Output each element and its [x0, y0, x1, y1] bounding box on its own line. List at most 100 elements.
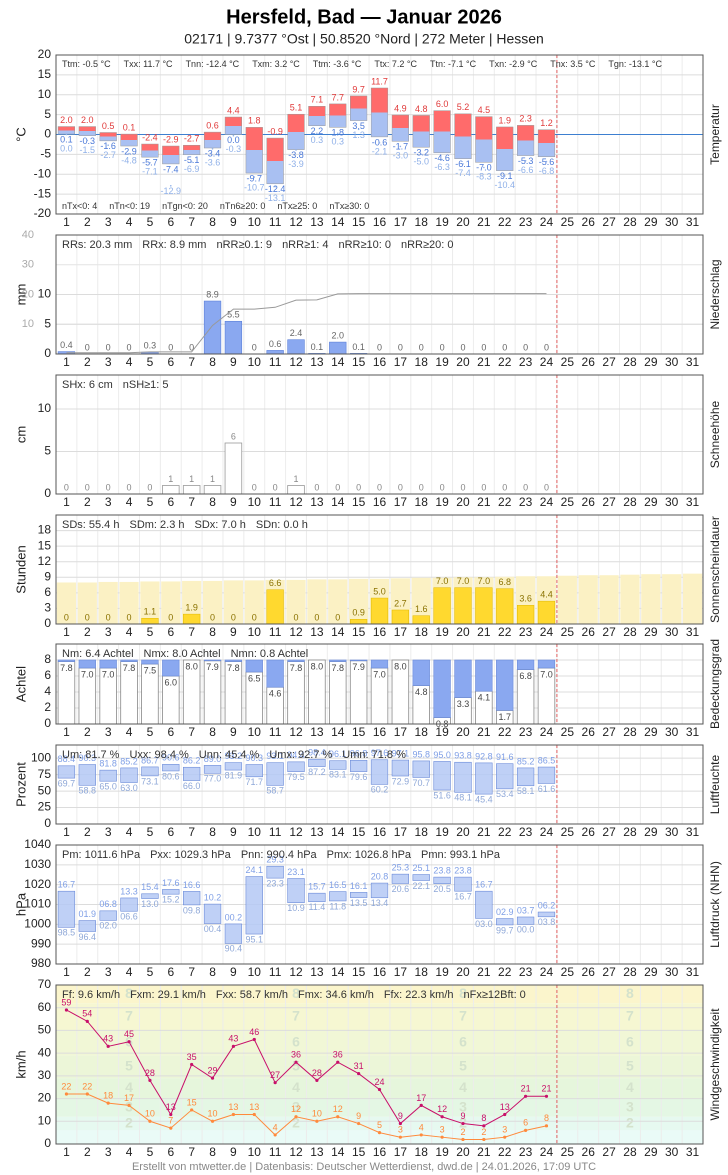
clear-sky-bar — [329, 659, 347, 662]
band-label: 4 — [292, 1079, 300, 1095]
x-tick-label: 16 — [373, 1145, 387, 1159]
x-tick-label: 12 — [289, 1145, 303, 1159]
y-tick-label: 4 — [44, 684, 51, 698]
wind-label: 15 — [187, 1097, 197, 1107]
x-tick-label: 8 — [209, 825, 216, 839]
max-label: 86.2 — [183, 756, 201, 766]
x-tick-label: 15 — [352, 1145, 366, 1159]
x-tick-label: 23 — [519, 215, 533, 229]
wind-label: 31 — [354, 1061, 364, 1071]
max-label: 16.7 — [475, 880, 493, 890]
possible-sunshine — [244, 580, 264, 624]
x-tick-label: 26 — [582, 965, 596, 979]
x-tick-label: 10 — [248, 495, 262, 509]
range-box — [370, 759, 389, 785]
max-label: 0.5 — [102, 121, 115, 131]
x-tick-label: 10 — [248, 825, 262, 839]
temperature-bar — [203, 131, 222, 149]
precip-label: 0.3 — [144, 341, 157, 351]
sunshine-label: 6.6 — [269, 578, 282, 588]
band-label: 2 — [125, 1114, 133, 1130]
x-tick-label: 30 — [665, 495, 679, 509]
ground-min-point — [295, 149, 297, 151]
wind-label: 27 — [270, 1070, 280, 1080]
cloud-label: 7.0 — [81, 669, 94, 679]
min-label: 13.5 — [350, 898, 368, 908]
band-label: 4 — [626, 1079, 634, 1095]
stat: nTx≥25: 0 — [277, 201, 317, 211]
cloud-label: 7.8 — [332, 663, 345, 673]
cloud-label: 6.8 — [519, 671, 532, 681]
precip-label: 0 — [398, 342, 403, 352]
min-label: 90.4 — [225, 944, 243, 954]
clear-sky-bar — [475, 659, 493, 692]
y-tick-label: 5 — [44, 444, 51, 458]
max-label: 2.0 — [81, 115, 94, 125]
cloud-label: 7.8 — [290, 663, 303, 673]
x-tick-label: 20 — [456, 495, 470, 509]
subtitle: 02171 | 9.7377 °Ost | 50.8520 °Nord | 27… — [184, 31, 544, 47]
x-tick-label: 31 — [686, 1145, 700, 1159]
stat: SDs: 55.4 h — [62, 519, 119, 531]
possible-sunshine — [140, 581, 160, 624]
wind-point — [544, 1094, 549, 1098]
ground-min-point — [253, 176, 256, 178]
precip-label: 0.1 — [311, 342, 324, 352]
range-box — [537, 766, 556, 784]
x-tick-label: 13 — [310, 825, 324, 839]
cloud-label: 8.0 — [311, 661, 324, 671]
x-tick-label: 7 — [188, 825, 195, 839]
x-tick-label: 4 — [126, 1145, 133, 1159]
x-tick-label: 11 — [269, 215, 282, 229]
x-tick-label: 27 — [602, 215, 616, 229]
range-box — [141, 893, 159, 899]
min-label: 3.5 — [352, 121, 365, 131]
sunshine-label: 0 — [294, 612, 299, 622]
x-tick-label: 9 — [230, 215, 237, 229]
min-label: 11.8 — [329, 901, 346, 911]
temperature-bar — [329, 103, 347, 128]
wind-label: 59 — [61, 997, 71, 1007]
clear-sky-bar — [516, 659, 535, 670]
x-tick-label: 17 — [394, 495, 408, 509]
precip-label: 8.9 — [206, 289, 219, 299]
y-tick-label: 10 — [38, 87, 52, 101]
x-tick-label: 31 — [686, 495, 700, 509]
x-tick-label: 20 — [456, 725, 470, 739]
wind-label: 22 — [82, 1081, 92, 1091]
max-label: 1.8 — [248, 116, 261, 126]
wind-label: 13 — [228, 1102, 238, 1112]
range-box — [78, 920, 96, 932]
x-tick-label: 16 — [373, 965, 387, 979]
y-tick-label: 1010 — [24, 897, 51, 911]
clear-sky-bar — [370, 659, 389, 669]
x-tick-label: 5 — [147, 725, 154, 739]
wind-band — [56, 1098, 703, 1117]
precip-label: 5.5 — [227, 310, 240, 320]
x-tick-label: 19 — [435, 825, 449, 839]
panel: 2222333344445555666677778888010203040506… — [13, 977, 722, 1159]
x-tick-label: 23 — [519, 625, 533, 639]
min-label: -3.2 — [413, 148, 429, 158]
x-tick-label: 12 — [289, 495, 303, 509]
x-tick-label: 13 — [310, 625, 324, 639]
possible-sunshine — [77, 582, 97, 624]
ground-min-point — [107, 144, 109, 147]
x-tick-label: 14 — [331, 1145, 345, 1159]
x-tick-label: 31 — [686, 725, 700, 739]
range-box — [454, 761, 472, 793]
x-tick-label: 30 — [665, 725, 679, 739]
clear-sky-bar — [287, 659, 305, 662]
x-tick-label: 26 — [582, 215, 596, 229]
precip-label: 0 — [168, 342, 173, 352]
ground-min-label: -1.5 — [80, 145, 96, 155]
cloud-label: 8.0 — [185, 661, 198, 671]
x-tick-label: 30 — [665, 965, 679, 979]
x-tick-label: 31 — [686, 965, 700, 979]
ground-min-point — [462, 163, 464, 165]
x-tick-label: 11 — [269, 965, 282, 979]
min-label: 51.6 — [433, 790, 451, 800]
x-tick-label: 19 — [435, 725, 449, 739]
x-tick-label: 8 — [209, 625, 216, 639]
